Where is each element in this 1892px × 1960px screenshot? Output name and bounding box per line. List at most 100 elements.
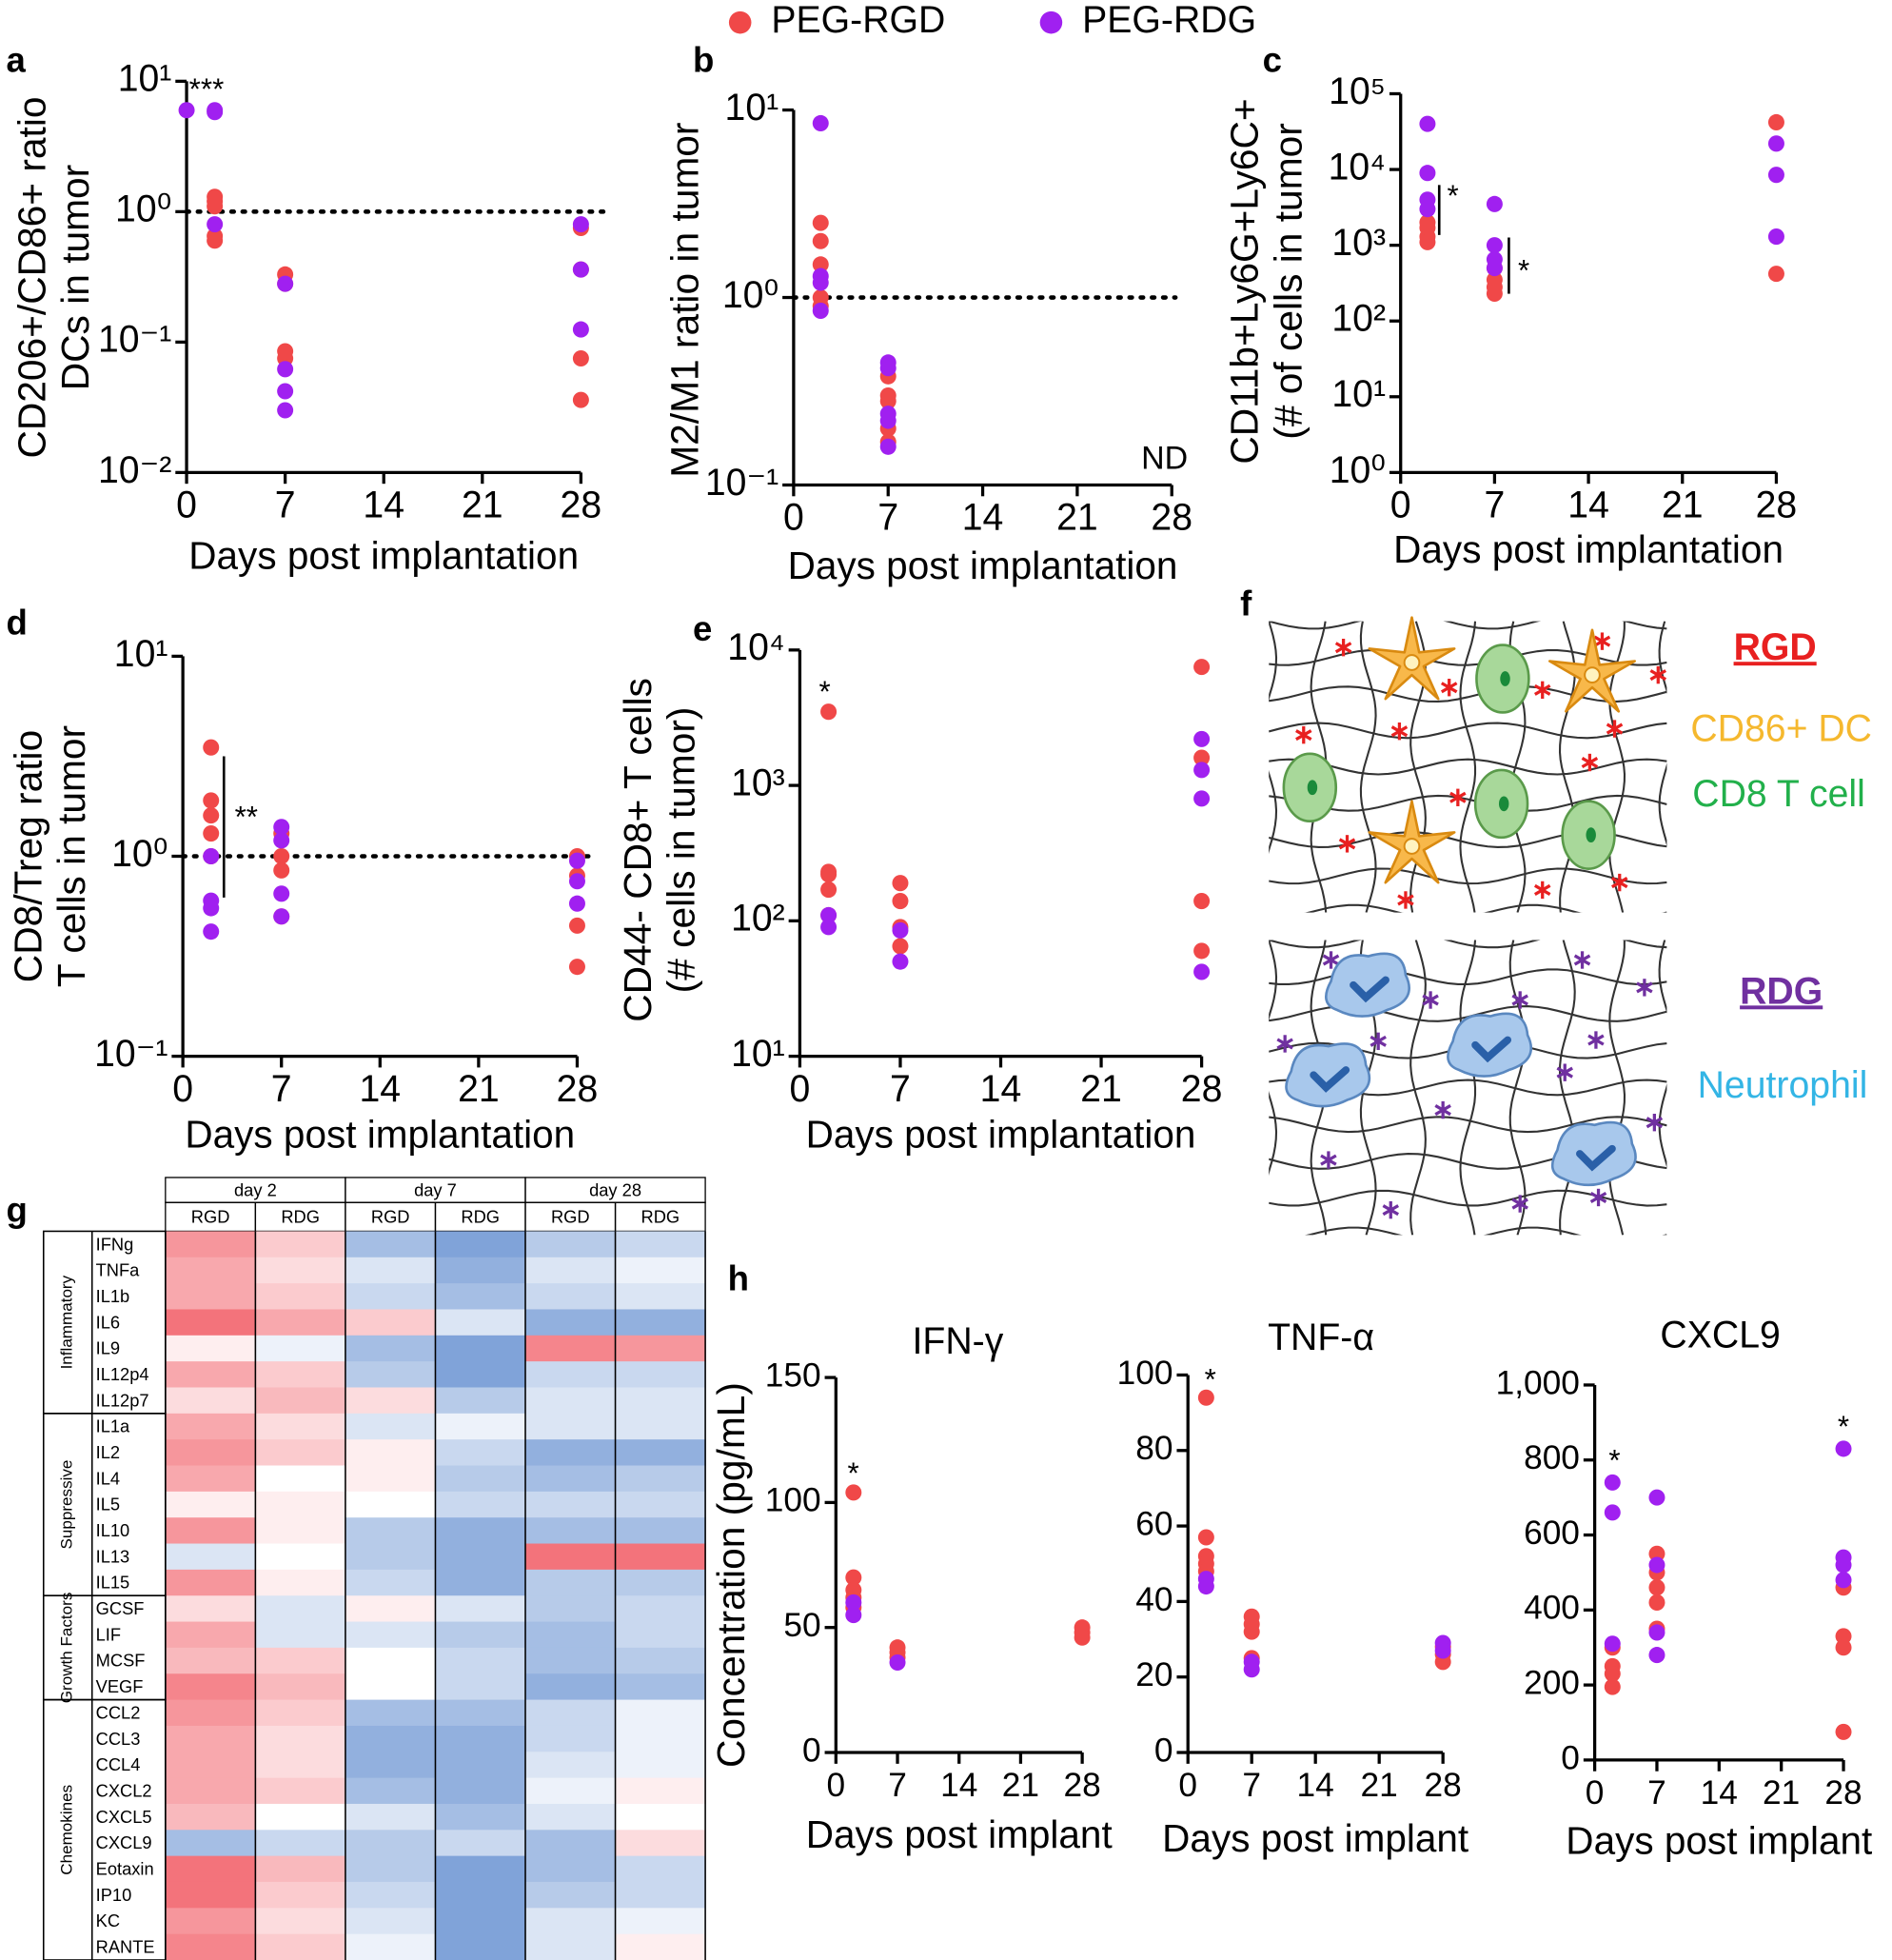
heatmap-cell xyxy=(525,1257,617,1284)
heatmap-cell xyxy=(435,1933,526,1960)
heatmap-cell xyxy=(435,1595,526,1623)
data-point xyxy=(203,923,220,940)
heatmap-cell xyxy=(255,1803,346,1831)
mesh-fiber xyxy=(1269,940,1278,1176)
heatmap-cell xyxy=(615,1803,706,1831)
mesh-fiber xyxy=(1359,621,1377,913)
heatmap-cell xyxy=(615,1283,706,1311)
row-group-label: Suppressive xyxy=(58,1460,76,1550)
mesh xyxy=(1269,940,1667,1279)
data-point xyxy=(568,917,585,934)
y-tick-label: 0 xyxy=(1154,1732,1173,1769)
y-tick-label: 10⁻¹ xyxy=(705,462,778,504)
row-label: IL6 xyxy=(96,1312,120,1332)
y-tick-label: 10⁰ xyxy=(111,833,168,875)
row-label: IL2 xyxy=(96,1442,120,1462)
row-label: IL12p7 xyxy=(96,1390,149,1410)
row-group-label: Inflammatory xyxy=(58,1275,76,1369)
y-tick-label: 50 xyxy=(783,1607,820,1644)
x-tick-label: 21 xyxy=(458,1068,500,1110)
x-tick-label: 0 xyxy=(1586,1774,1605,1812)
mesh-fiber xyxy=(1269,1264,1666,1279)
y-axis-label: CD206+/CD86+ ratio xyxy=(10,96,53,458)
x-tick-label: 0 xyxy=(1390,484,1411,525)
x-tick-label: 28 xyxy=(1151,497,1192,539)
annotation: ** xyxy=(235,800,258,833)
y-tick-label: 10² xyxy=(731,898,785,940)
row-label: IL9 xyxy=(96,1338,120,1358)
heatmap-cell xyxy=(615,1830,706,1857)
ligand-marker xyxy=(1322,954,1340,966)
data-point xyxy=(1767,113,1784,131)
heatmap-cell xyxy=(345,1752,437,1779)
heatmap-cell xyxy=(525,1933,617,1960)
subgroup-label: RDG xyxy=(641,1206,680,1226)
data-point xyxy=(812,256,829,273)
mesh-fiber xyxy=(1212,622,1227,913)
data-point xyxy=(273,832,290,849)
data-point xyxy=(203,792,220,809)
cell-nucleus xyxy=(1310,1066,1350,1093)
mesh-fiber xyxy=(1409,940,1427,1236)
heatmap-cell xyxy=(615,1881,706,1909)
y-tick-label: 10¹ xyxy=(114,633,168,675)
heatmap-cell xyxy=(165,1257,257,1284)
column-group-label: day 2 xyxy=(234,1179,277,1199)
heatmap-cell xyxy=(255,1933,346,1960)
row-label: LIF xyxy=(96,1624,121,1644)
row-label: IL15 xyxy=(96,1573,130,1593)
heatmap-cell xyxy=(345,1231,437,1258)
data-point xyxy=(1486,285,1503,302)
neutrophil xyxy=(1550,1120,1637,1187)
y-axis-label: CD11b+Ly6G+Ly6C+ xyxy=(1223,98,1267,464)
ligand-marker xyxy=(1589,1191,1607,1204)
data-point xyxy=(1604,1635,1621,1653)
x-axis-label: Days post implantation xyxy=(788,544,1178,587)
heatmap-cell xyxy=(255,1439,346,1467)
data-point xyxy=(879,360,897,377)
row-label: IL4 xyxy=(96,1468,120,1488)
heatmap-cell xyxy=(525,1752,617,1779)
ligand-marker xyxy=(1397,894,1414,906)
row-label: IL1b xyxy=(96,1286,130,1306)
heatmap-cell xyxy=(345,1361,437,1389)
mesh-fiber xyxy=(1608,940,1626,1236)
y-tick-label: 0 xyxy=(802,1732,821,1769)
data-point xyxy=(207,216,224,233)
row-label: CXCL2 xyxy=(96,1780,152,1800)
ligand-marker xyxy=(1649,669,1667,682)
heatmap-cell xyxy=(525,1387,617,1415)
data-point xyxy=(1419,165,1436,182)
x-tick-label: 0 xyxy=(1178,1767,1197,1804)
y-tick-label: 1,000 xyxy=(1496,1364,1580,1401)
heatmap-cell xyxy=(165,1231,257,1258)
x-tick-label: 14 xyxy=(363,484,404,525)
row-label: CCL4 xyxy=(96,1754,141,1774)
data-point xyxy=(1648,1594,1665,1611)
heatmap-cell xyxy=(435,1543,526,1571)
data-point xyxy=(820,866,838,883)
x-tick-label: 21 xyxy=(1056,497,1098,539)
heatmap-cell xyxy=(525,1908,617,1935)
data-point xyxy=(203,900,220,917)
row-label: IL13 xyxy=(96,1546,130,1566)
data-point xyxy=(277,383,294,400)
panel-label: d xyxy=(7,603,28,642)
heatmap-cell xyxy=(435,1517,526,1545)
annotation: ND xyxy=(1141,440,1188,476)
y-tick-label: 10¹ xyxy=(731,1033,785,1075)
heatmap-cell xyxy=(255,1231,346,1258)
mesh-fiber xyxy=(1459,621,1477,913)
heatmap-cell xyxy=(255,1908,346,1935)
data-point xyxy=(845,1484,862,1501)
heatmap-cell xyxy=(165,1647,257,1674)
heatmap-cell xyxy=(255,1752,346,1779)
cell-nucleus xyxy=(1584,666,1601,683)
cell-nucleus xyxy=(1471,1036,1512,1063)
data-point xyxy=(1419,233,1436,250)
heatmap-cell xyxy=(165,1621,257,1649)
data-point xyxy=(1648,1624,1665,1641)
annotation: * xyxy=(1448,179,1459,212)
heatmap-cell xyxy=(435,1752,526,1779)
heatmap-cell xyxy=(255,1257,346,1284)
